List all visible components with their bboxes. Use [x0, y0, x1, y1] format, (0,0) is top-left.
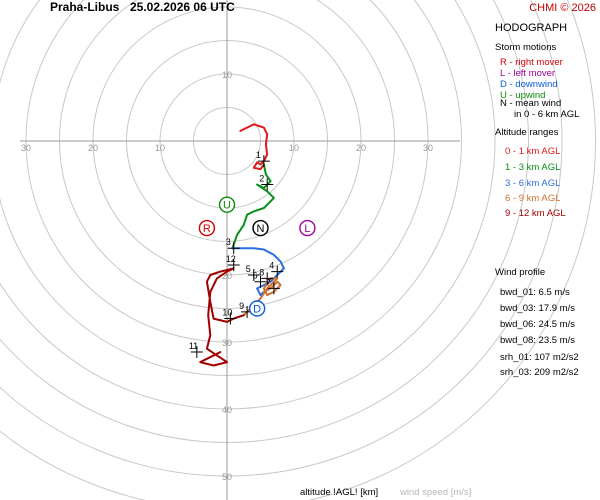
hodograph-trace — [231, 247, 285, 297]
axis-tick-label: 40 — [222, 405, 232, 415]
altitude-range-0-1: 0 - 1 km AGL — [505, 146, 560, 157]
storm-marker-label: U — [223, 200, 231, 212]
height-label: 2 — [259, 174, 264, 184]
height-marker — [227, 242, 240, 255]
height-label: 4 — [269, 261, 274, 271]
height-label: 6 — [253, 271, 258, 281]
legend-panel: HODOGRAPH Storm motions R - right mover … — [495, 22, 579, 378]
storm-motion-n-note: in 0 - 6 km AGL — [514, 109, 579, 120]
observation-time: 25.02.2026 06 UTC — [130, 0, 235, 14]
bwd-06: bwd_06: 24.5 m/s — [500, 319, 575, 330]
axis-tick-label: 20 — [222, 271, 232, 281]
axis-tick-label: 30 — [222, 338, 232, 348]
altitude-range-3-6: 3 - 6 km AGL — [505, 178, 560, 189]
height-label: 1 — [256, 150, 261, 160]
station-name: Praha-Libus — [50, 0, 120, 14]
axis-tick-label: 10 — [222, 70, 232, 80]
storm-marker-label: N — [257, 223, 265, 235]
axis-tick-label: 20 — [88, 143, 98, 153]
storm-motion-u: U - upwind — [500, 90, 545, 101]
height-marker — [224, 312, 237, 325]
srh-03: srh_03: 209 m2/s2 — [500, 367, 579, 378]
storm-marker-circle — [198, 219, 216, 237]
storm-motion-r: R - right mover — [500, 57, 563, 68]
storm-marker-circle — [299, 219, 316, 237]
altitude-range-6-9: 6 - 9 km AGL — [505, 193, 560, 204]
height-label: 11 — [189, 341, 198, 351]
height-marker — [190, 346, 203, 359]
height-marker — [261, 272, 274, 285]
height-marker — [227, 258, 240, 271]
height-label: 7 — [266, 277, 271, 287]
storm-marker-label: R — [203, 223, 211, 235]
storm-marker-circle — [252, 219, 269, 237]
height-label: 3 — [226, 237, 231, 247]
hodograph-trace — [231, 163, 275, 250]
axis-tick-label: 30 — [21, 143, 31, 153]
height-label: 5 — [246, 264, 251, 274]
height-marker — [271, 265, 284, 278]
storm-motion-n: N - mean wind — [500, 98, 561, 109]
height-label: 9 — [239, 301, 244, 311]
bwd-01: bwd_01: 6.5 m/s — [500, 287, 570, 298]
height-label: 12 — [226, 254, 236, 264]
hodograph-axes — [20, 0, 460, 500]
height-marker — [247, 269, 260, 281]
height-marker — [267, 282, 280, 295]
axis-tick-label: 30 — [423, 143, 433, 153]
axis-tick-label: 10 — [289, 143, 299, 153]
bwd-03: bwd_03: 17.9 m/s — [500, 303, 575, 314]
speed-ring — [0, 0, 563, 477]
altitude-ranges-title: Altitude ranges — [495, 127, 559, 138]
bwd-08: bwd_08: 23.5 m/s — [500, 335, 575, 346]
storm-motion-l: L - left mover — [500, 68, 555, 79]
hodograph-trace — [199, 267, 245, 367]
storm-marker-circle — [218, 196, 236, 213]
hodograph-traces — [199, 123, 285, 367]
wind-speed-label: wind speed [m/s] — [399, 487, 471, 498]
height-marker — [261, 178, 274, 191]
hodograph-trace — [239, 123, 269, 171]
height-marker — [254, 275, 267, 288]
axis-tick-label: 50 — [222, 472, 232, 482]
copyright: CHMI © 2026 — [529, 2, 596, 14]
axis-labels: 30 20 10 10 20 30 10 20 30 40 50 — [21, 70, 433, 482]
height-label: 8 — [259, 267, 264, 277]
altitude-axis-label: altitude !AGL! [km] — [300, 487, 378, 498]
altitude-range-1-3: 1 - 3 km AGL — [505, 162, 560, 173]
height-label: 10 — [222, 308, 232, 318]
altitude-range-9-12: 9 - 12 km AGL — [505, 208, 566, 219]
storm-marker-label: D — [253, 304, 261, 316]
panel-title: HODOGRAPH — [495, 22, 567, 34]
storm-markers: R L U N D — [198, 196, 316, 317]
axis-tick-label: 10 — [155, 143, 165, 153]
height-marker — [257, 155, 270, 168]
storm-motions-title: Storm motions — [495, 42, 556, 53]
storm-marker-circle — [248, 300, 266, 317]
storm-marker-label: L — [304, 223, 310, 235]
srh-01: srh_01: 107 m2/s2 — [500, 352, 579, 363]
axis-tick-label: 20 — [356, 143, 366, 153]
wind-profile-title: Wind profile — [495, 267, 545, 278]
storm-motion-d: D - downwind — [500, 79, 558, 90]
